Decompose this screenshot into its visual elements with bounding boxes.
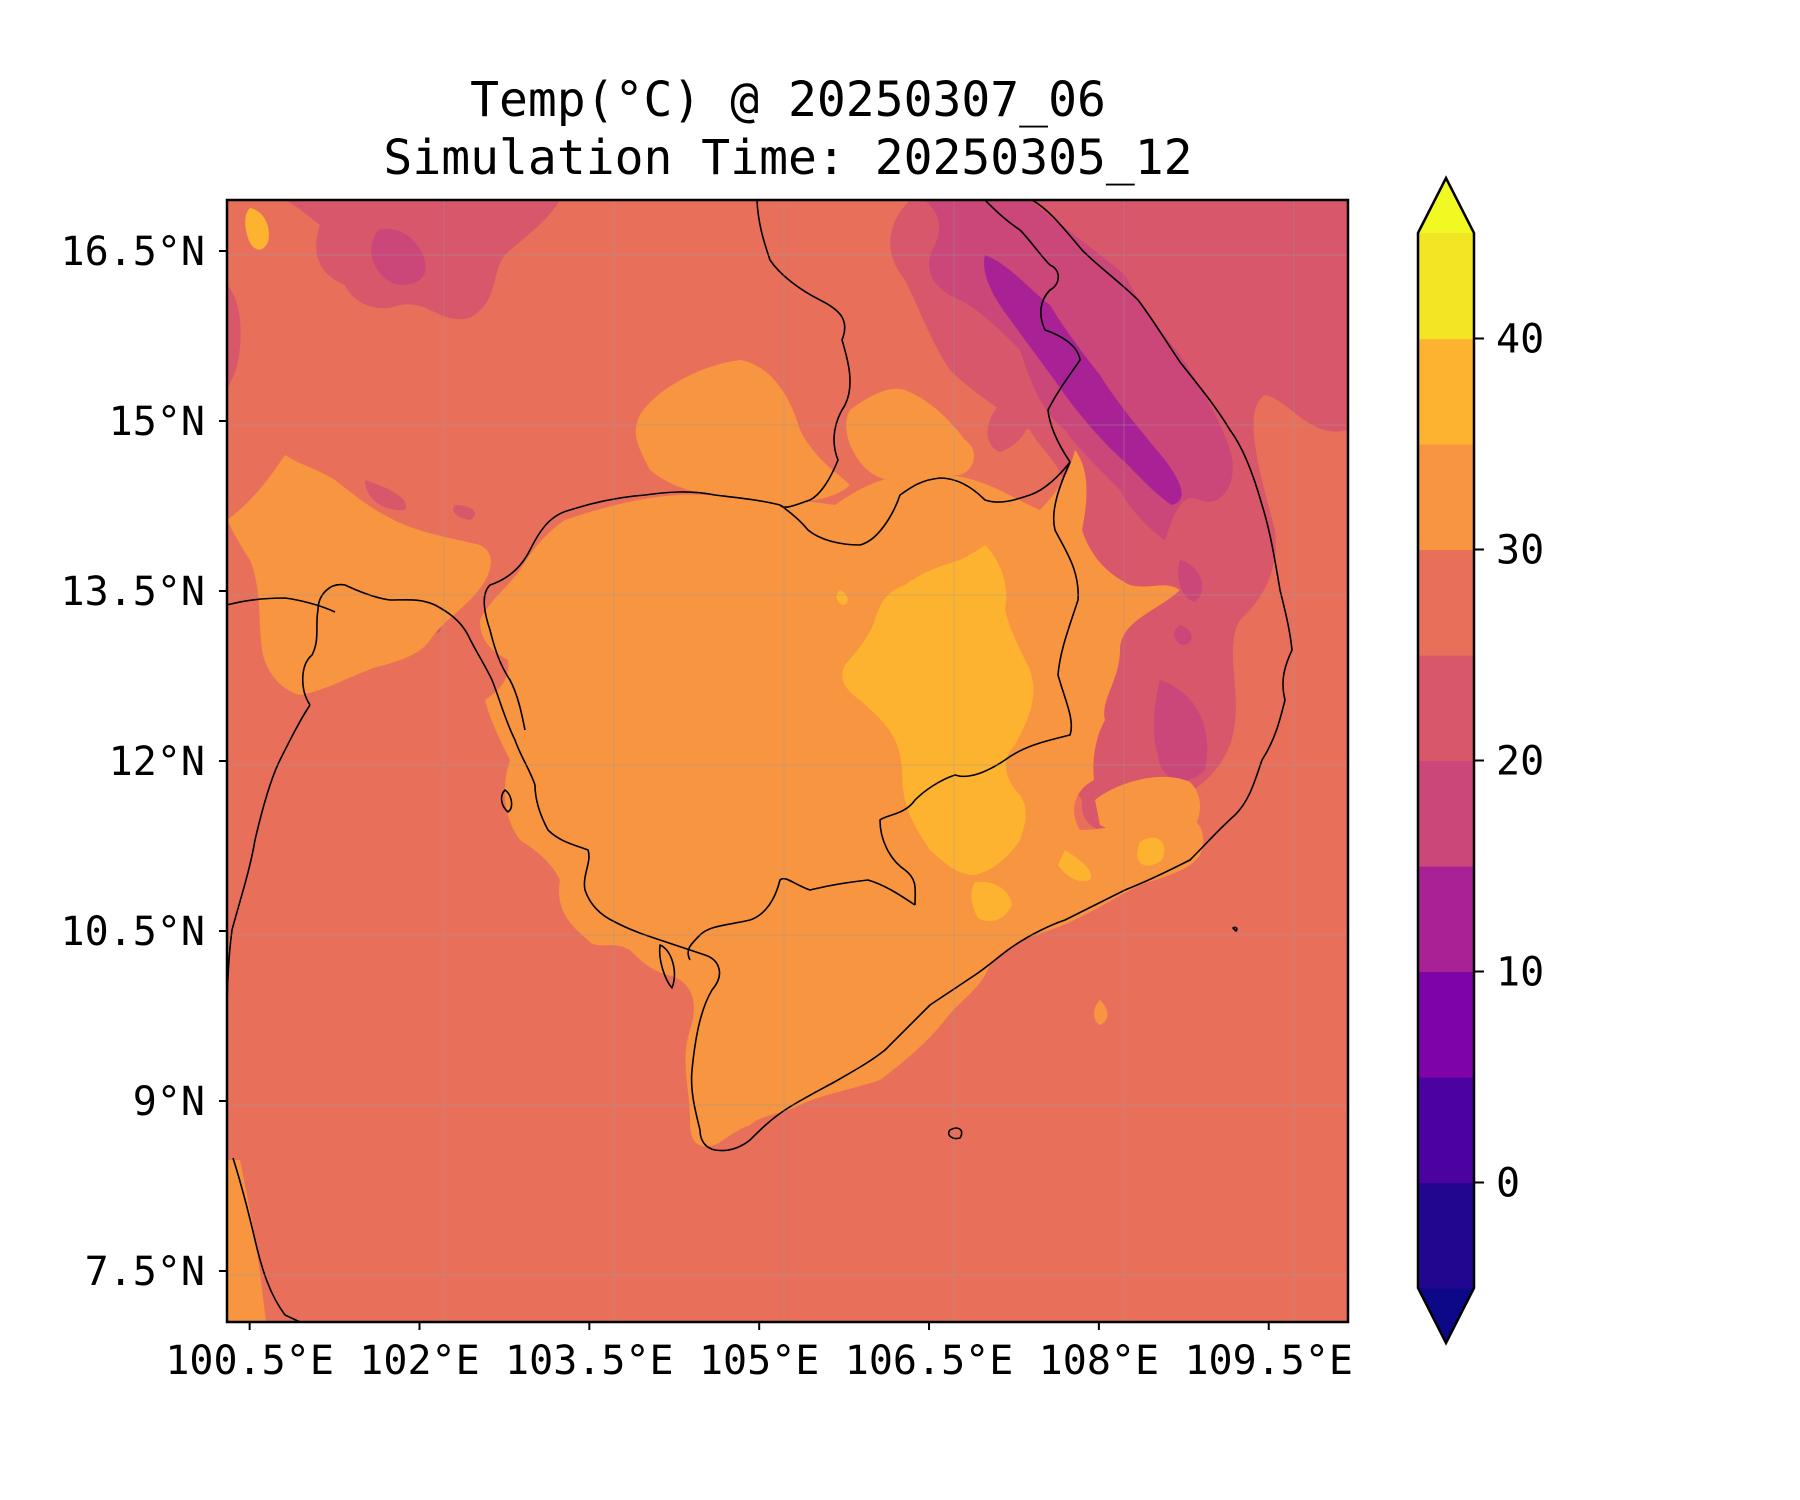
temperature-contour-10-15 <box>984 255 1182 505</box>
lon-tick-label: 102°E <box>359 1338 479 1384</box>
lon-tick-label: 103.5°E <box>505 1338 674 1384</box>
colorbar-extend-max-triangle <box>1418 178 1474 233</box>
lon-tick-label: 105°E <box>699 1338 819 1384</box>
title-line-1: Temp(°C) @ 20250307_06 <box>470 72 1106 128</box>
coastline-malay-peninsula <box>227 704 311 1021</box>
lat-tick-label: 15°N <box>109 399 205 445</box>
coastline-vietnam-east <box>1014 200 1293 946</box>
lon-tick-label: 108°E <box>1039 1338 1159 1384</box>
colorbar-tick-label: 0 <box>1496 1161 1520 1207</box>
lat-tick-label: 13.5°N <box>61 569 206 615</box>
lat-tick-label: 10.5°N <box>61 909 206 955</box>
border-cambodia-thailand <box>483 491 781 731</box>
island-con-dao <box>947 1127 963 1140</box>
border-laos-thailand <box>756 200 851 508</box>
coastline-mekong-south <box>699 944 1016 1152</box>
colorbar-bin <box>1418 971 1474 1078</box>
colorbar-extend-min-triangle <box>1418 1288 1474 1343</box>
colorbar-tick-label: 40 <box>1496 317 1544 363</box>
colorbar-bin <box>1418 760 1474 867</box>
temperature-contour-30-35 <box>227 360 1204 1322</box>
temperature-contour-35-40 <box>245 208 1165 922</box>
lon-tick-label: 109.5°E <box>1184 1338 1353 1384</box>
island-koh-kong <box>500 789 513 813</box>
colorbar-bin <box>1418 338 1474 445</box>
longitude-tick-labels: 100.5°E 102°E 103.5°E 105°E 106.5°E 108°E 109.… <box>165 1322 1353 1384</box>
border-cambodia-vietnam-south <box>687 877 916 961</box>
lat-tick-label: 12°N <box>109 739 205 785</box>
colorbar-bin <box>1418 444 1474 551</box>
coastline-gulf-of-thailand-west <box>301 583 536 786</box>
map-plot-area <box>227 200 1348 1322</box>
gridlines <box>227 200 1348 1322</box>
border-thailand-myanmar <box>227 597 336 613</box>
colorbar-tick-label: 20 <box>1496 739 1544 785</box>
colorbar-outline <box>1416 175 1476 1346</box>
coastline-gulf-of-thailand-east <box>534 784 721 1131</box>
country-border-layer <box>227 200 1081 961</box>
island-phu-quoc <box>658 944 676 989</box>
colorbar-bin <box>1418 1182 1474 1289</box>
colorbar-bin <box>1418 1077 1474 1184</box>
coastline-south-peninsula <box>232 1157 301 1322</box>
colorbar-tick-label: 10 <box>1496 950 1544 996</box>
lat-tick-label: 7.5°N <box>85 1249 205 1295</box>
coastline-layer <box>227 200 1293 1322</box>
colorbar-bin <box>1418 655 1474 762</box>
colorbar-bin <box>1418 549 1474 656</box>
island-phu-quy <box>1232 926 1238 932</box>
colorbar-bin <box>1418 866 1474 973</box>
border-cambodia-vietnam-east <box>879 461 1079 906</box>
border-cambodia-laos <box>779 461 1071 546</box>
lat-tick-label: 16.5°N <box>61 229 206 275</box>
title-line-2: Simulation Time: 20250305_12 <box>383 130 1192 186</box>
lat-tick-label: 9°N <box>133 1079 205 1125</box>
colorbar: 0 10 20 30 40 <box>1416 175 1544 1346</box>
lon-tick-label: 100.5°E <box>165 1338 334 1384</box>
colorbar-bin <box>1418 233 1474 340</box>
lon-tick-label: 106.5°E <box>845 1338 1014 1384</box>
latitude-tick-labels: 16.5°N 15°N 13.5°N 12°N 10.5°N 9°N 7.5°N <box>61 229 227 1295</box>
colorbar-tick-label: 30 <box>1496 528 1544 574</box>
border-laos-vietnam <box>984 200 1081 463</box>
